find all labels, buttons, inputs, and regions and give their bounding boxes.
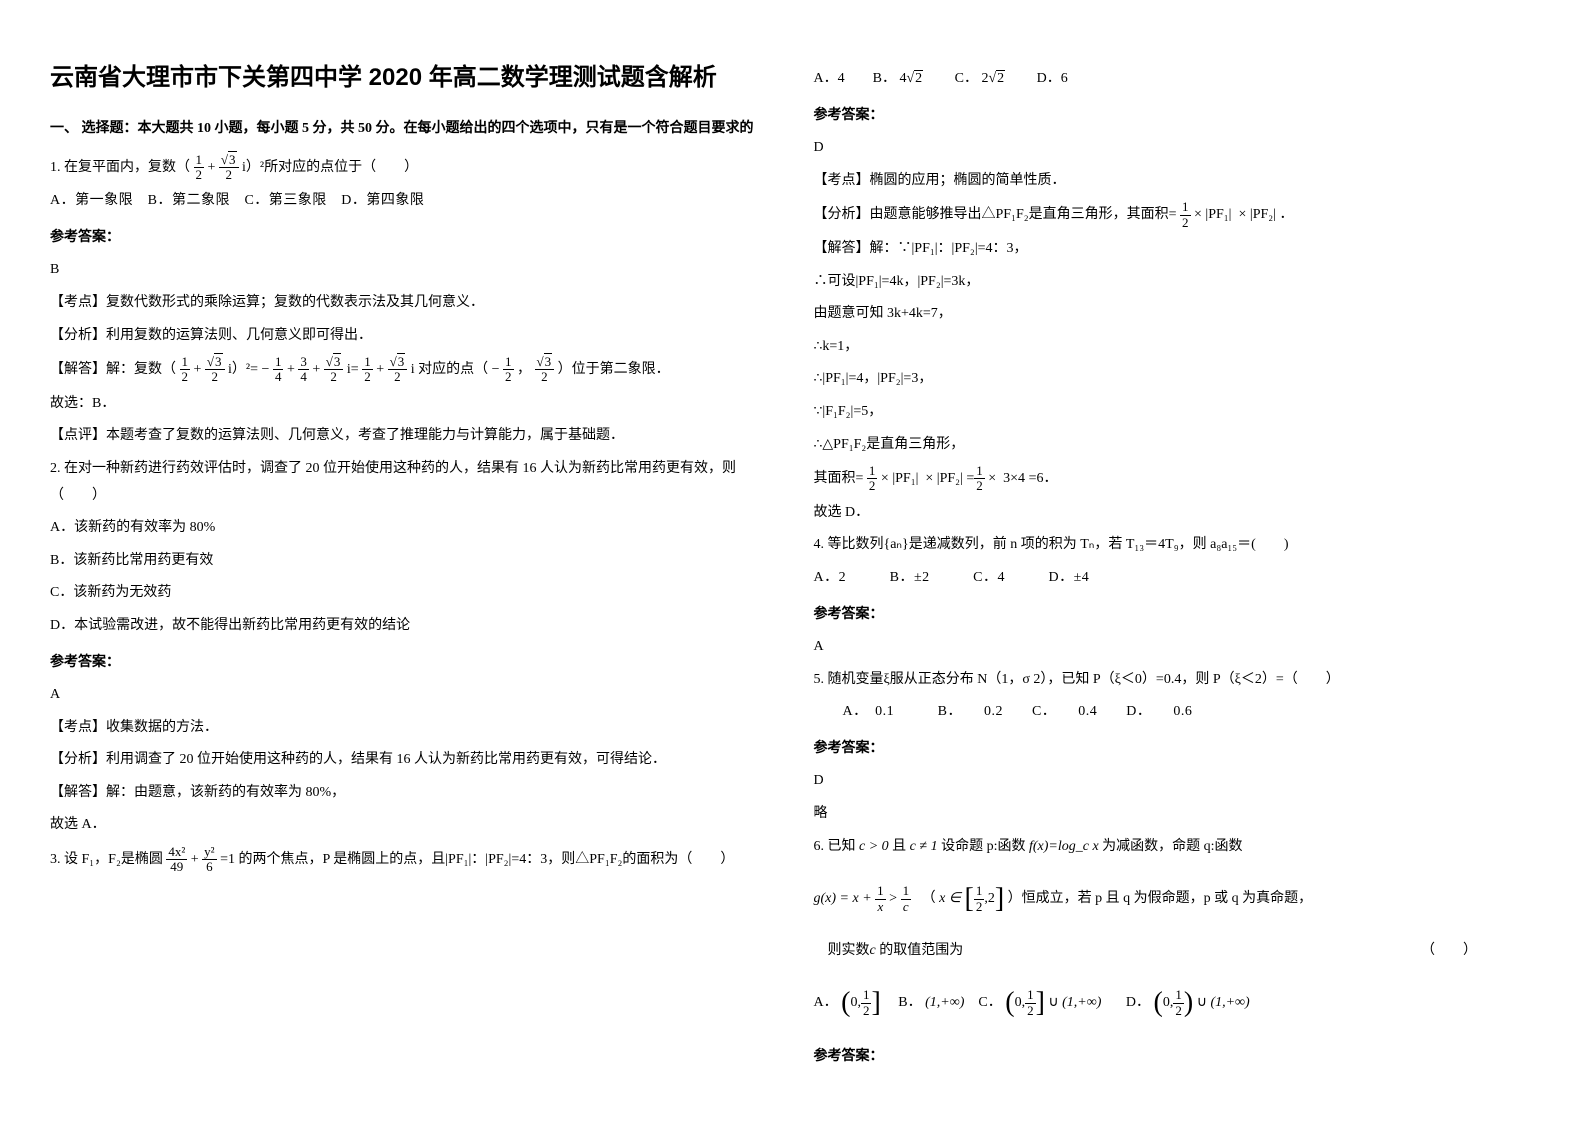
q6-formula: g(x) = x + 1x > 1c （ x ∈ [12,2] ）恒成立，若 p…: [814, 868, 1538, 930]
exam-title: 云南省大理市市下关第四中学 2020 年高二数学理测试题含解析: [50, 60, 774, 96]
q6-stem-line3: 则实数c 的取值范围为 （ ）: [828, 938, 1538, 965]
q4-answer: A: [814, 634, 1538, 661]
q2-exp-2: 【分析】利用调查了 20 位开始使用这种药的人，结果有 16 人认为新药比常用药…: [50, 747, 774, 774]
q3-exp-3: 【解答】解：∵|PF₁|：|PF₂|=4：3，: [814, 236, 1538, 263]
q1-exp-1: 【考点】复数代数形式的乘除运算；复数的代数表示法及其几何意义．: [50, 290, 774, 317]
q2-stem: 2. 在对一种新药进行药效评估时，调查了 20 位开始使用这种药的人，结果有 1…: [50, 456, 774, 509]
q4-options: A．2 B．±2 C．4 D．±4: [814, 565, 1538, 592]
q2-opt-c: C．该新药为无效药: [50, 580, 774, 607]
q1-stem: 1. 在复平面内，复数（ 12 + √32 i）²所对应的点位于（ ）: [50, 153, 774, 183]
q3-answer: D: [814, 135, 1538, 162]
q6-stem-line1: 6. 已知 c > 0 且 c ≠ 1 设命题 p:函数 f(x)=log_c …: [814, 834, 1538, 861]
q3-exp-2: 【分析】由题意能够推导出△PF₁F₂是直角三角形，其面积= 12 × |PF₁|…: [814, 200, 1538, 230]
q4-stem: 4. 等比数列{aₙ}是递减数列，前 n 项的积为 Tₙ，若 T₁₃＝4T₉，则…: [814, 532, 1538, 559]
q2-opt-a: A．该新药的有效率为 80%: [50, 515, 774, 542]
q5-stem: 5. 随机变量ξ服从正态分布 N（1，σ 2），已知 P（ξ＜0）=0.4，则 …: [814, 667, 1538, 694]
left-column: 云南省大理市市下关第四中学 2020 年高二数学理测试题含解析 一、 选择题：本…: [50, 60, 774, 1077]
q1-answer: B: [50, 257, 774, 284]
ellipse-frac-2: y²6: [202, 845, 216, 875]
q3-exp-9: ∴△PF₁F₂是直角三角形，: [814, 432, 1538, 459]
answer-label: 参考答案：: [814, 101, 1538, 128]
answer-label: 参考答案：: [50, 223, 774, 250]
q2-exp-4: 故选 A．: [50, 812, 774, 839]
q1-exp-3: 【解答】解：复数（ 12 + √32 i）²= − 14 + 34 + √32 …: [50, 355, 774, 385]
answer-label: 参考答案：: [50, 648, 774, 675]
q2-opt-d: D．本试验需改进，故不能得出新药比常用药更有效的结论: [50, 613, 774, 640]
q2-opt-b: B．该新药比常用药更有效: [50, 548, 774, 575]
answer-label: 参考答案：: [814, 734, 1538, 761]
q3-exp-7: ∴|PF₁|=4，|PF₂|=3，: [814, 366, 1538, 393]
q3-exp-5: 由题意可知 3k+4k=7，: [814, 301, 1538, 328]
q3-exp-1: 【考点】椭圆的应用；椭圆的简单性质．: [814, 168, 1538, 195]
q3-exp-8: ∵|F₁F₂|=5，: [814, 399, 1538, 426]
q6-options: A． (0,12] B． (1,+∞) C． (0,12] ∪ (1,+∞) D…: [814, 972, 1538, 1034]
right-column: A．4 B． 4√2 C． 2√2 D．6 参考答案： D 【考点】椭圆的应用；…: [814, 60, 1538, 1077]
q3-exp-6: ∴k=1，: [814, 334, 1538, 361]
q5-exp: 略: [814, 801, 1538, 828]
answer-label: 参考答案：: [814, 1042, 1538, 1069]
q3-exp-11: 故选 D．: [814, 500, 1538, 527]
ellipse-frac-1: 4x²49: [166, 845, 187, 875]
q3-exp-10: 其面积= 12 × |PF₁| × |PF₂| =12 × 3×4 =6．: [814, 464, 1538, 494]
frac-sqrt3-2: √32: [219, 153, 239, 183]
q3-options: A．4 B． 4√2 C． 2√2 D．6: [814, 66, 1538, 93]
q1-options: A．第一象限 B．第二象限 C．第三象限 D．第四象限: [50, 188, 774, 215]
section-1-head: 一、 选择题：本大题共 10 小题，每小题 5 分，共 50 分。在每小题给出的…: [50, 116, 774, 143]
q1-exp-4: 故选：B．: [50, 391, 774, 418]
q3-stem: 3. 设 F₁，F₂是椭圆 4x²49 + y²6 =1 的两个焦点，P 是椭圆…: [50, 845, 774, 875]
q1-exp-2: 【分析】利用复数的运算法则、几何意义即可得出．: [50, 323, 774, 350]
frac-1-2: 12: [194, 153, 205, 183]
answer-label: 参考答案：: [814, 600, 1538, 627]
q5-options: A． 0.1 B． 0.2 C． 0.4 D． 0.6: [814, 699, 1538, 726]
q2-exp-1: 【考点】收集数据的方法．: [50, 715, 774, 742]
q1-exp-5: 【点评】本题考查了复数的运算法则、几何意义，考查了推理能力与计算能力，属于基础题…: [50, 423, 774, 450]
q2-exp-3: 【解答】解：由题意，该新药的有效率为 80%，: [50, 780, 774, 807]
q5-answer: D: [814, 768, 1538, 795]
q2-answer: A: [50, 682, 774, 709]
q3-exp-4: ∴可设|PF₁|=4k，|PF₂|=3k，: [814, 269, 1538, 296]
